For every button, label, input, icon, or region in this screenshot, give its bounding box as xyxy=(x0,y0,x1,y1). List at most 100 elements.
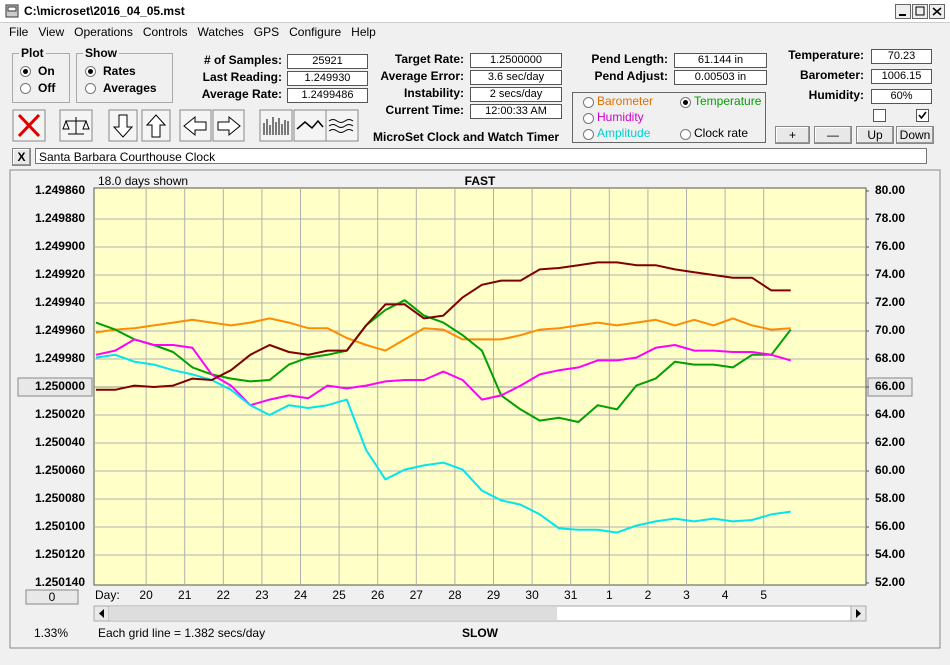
plot-group-option[interactable]: Off xyxy=(38,81,56,95)
series-radio[interactable] xyxy=(583,113,594,124)
y-tick-label: 1.249960 xyxy=(35,323,85,337)
x-tick-label: 20 xyxy=(139,588,153,602)
y2-tick-label: 80.00 xyxy=(875,183,905,197)
center-rate-button[interactable] xyxy=(17,377,93,397)
x-tick-label: 27 xyxy=(410,588,424,602)
readout-value[interactable]: 3.6 sec/day xyxy=(470,70,562,85)
readout-value[interactable]: 25921 xyxy=(287,54,368,69)
bottom-label: SLOW xyxy=(462,626,499,640)
menu-item[interactable]: File xyxy=(9,25,29,39)
menu-item[interactable]: Help xyxy=(351,25,376,39)
show-group xyxy=(76,53,173,103)
legend-label[interactable]: Clock rate xyxy=(694,126,749,140)
y-tick-label: 1.250040 xyxy=(35,435,85,449)
wave-button[interactable] xyxy=(325,109,359,142)
scroll-thumb[interactable] xyxy=(109,607,557,620)
series-radio[interactable] xyxy=(680,129,691,140)
x-tick-label: 23 xyxy=(255,588,269,602)
x-tick-label: 21 xyxy=(178,588,192,602)
menu-item[interactable]: Controls xyxy=(142,25,188,39)
y2-tick-label: 78.00 xyxy=(875,211,905,225)
adjust-button[interactable]: Up xyxy=(856,126,894,144)
close-clock-button[interactable]: X xyxy=(12,148,31,166)
stop-button[interactable] xyxy=(12,109,46,142)
checkbox[interactable] xyxy=(873,109,886,122)
y2-tick-label: 66.00 xyxy=(875,379,905,393)
right-button[interactable] xyxy=(212,109,245,142)
menu-item[interactable]: GPS xyxy=(253,25,280,39)
readout-value[interactable]: 61.144 in xyxy=(674,53,767,68)
x-tick-label: 31 xyxy=(564,588,578,602)
series-selector xyxy=(572,92,766,143)
down-button[interactable] xyxy=(108,109,138,142)
balance-button[interactable] xyxy=(59,109,93,142)
adjust-button[interactable]: Down xyxy=(896,126,934,144)
readout-value[interactable]: 60% xyxy=(871,89,932,104)
status: 1.33% xyxy=(34,626,68,640)
menu-item[interactable]: Configure xyxy=(289,25,342,39)
readout-value[interactable]: 70.23 xyxy=(871,49,932,64)
series-radio[interactable] xyxy=(680,97,691,108)
y-tick-label: 1.250000 xyxy=(35,379,85,393)
toolbar xyxy=(12,109,359,142)
x-tick-label: 28 xyxy=(448,588,462,602)
y-tick-label: 1.249860 xyxy=(35,183,85,197)
readout-value[interactable]: 1.249930 xyxy=(287,71,368,86)
adjust-button[interactable]: — xyxy=(814,126,852,144)
readout-value[interactable]: 0.00503 in xyxy=(674,70,767,85)
plot-group-radio[interactable] xyxy=(20,66,31,77)
y2-tick-label: 54.00 xyxy=(875,547,905,561)
y-tick-label: 1.249880 xyxy=(35,211,85,225)
x-tick-label: 1 xyxy=(606,588,613,602)
legend-label[interactable]: Barometer xyxy=(597,94,654,108)
x-tick-label: 29 xyxy=(487,588,501,602)
window-controls[interactable] xyxy=(895,4,947,20)
legend-label[interactable]: Amplitude xyxy=(597,126,651,140)
chart-title: FAST xyxy=(465,174,496,188)
show-group-option[interactable]: Rates xyxy=(103,64,136,78)
clock-name[interactable]: Santa Barbara Courthouse Clock xyxy=(35,148,927,164)
scroll-button[interactable] xyxy=(25,589,79,605)
up-button[interactable] xyxy=(141,109,171,142)
y-tick-label: 1.250080 xyxy=(35,491,85,505)
series-line xyxy=(95,338,791,407)
menu-item[interactable]: Watches xyxy=(197,25,244,39)
show-group-radio[interactable] xyxy=(85,66,96,77)
x-tick-label: 25 xyxy=(332,588,346,602)
readout-label: Temperature: xyxy=(788,48,864,62)
y2-tick-label: 76.00 xyxy=(875,239,905,253)
readout-value[interactable]: 2 secs/day xyxy=(470,87,562,102)
days-shown: 18.0 days shown xyxy=(98,174,188,188)
scroll-button-label[interactable]: 0 xyxy=(49,590,56,604)
x-axis-label: Day: xyxy=(95,588,120,602)
checkbox-checked[interactable] xyxy=(916,109,929,122)
readout-label: Average Error: xyxy=(380,69,464,83)
adjust-button[interactable]: + xyxy=(775,126,810,144)
show-group-radio[interactable] xyxy=(85,83,96,94)
readout-value[interactable]: 1006.15 xyxy=(871,69,932,84)
y-tick-label: 1.250100 xyxy=(35,519,85,533)
legend-label[interactable]: Humidity xyxy=(597,110,644,124)
histogram-button[interactable] xyxy=(259,109,293,142)
legend-label[interactable]: Temperature xyxy=(694,94,762,108)
plot-group-radio[interactable] xyxy=(20,83,31,94)
y2-tick-label: 68.00 xyxy=(875,351,905,365)
readout-value[interactable]: 12:00:33 AM xyxy=(470,104,562,119)
readout-label: Pend Length: xyxy=(591,52,668,66)
x-tick-label: 5 xyxy=(760,588,767,602)
series-radio[interactable] xyxy=(583,97,594,108)
x-tick-label: 4 xyxy=(722,588,729,602)
readout-value[interactable]: 1.2500000 xyxy=(470,53,562,68)
series-radio[interactable] xyxy=(583,129,594,140)
readout-value[interactable]: 1.2499486 xyxy=(287,88,368,103)
menu-bar: File View Operations Controls Watches GPS Conf… xyxy=(4,25,381,39)
menu-item[interactable]: Operations xyxy=(74,25,133,39)
y2-tick-label: 70.00 xyxy=(875,323,905,337)
menu-item[interactable]: View xyxy=(38,25,65,39)
left-button[interactable] xyxy=(179,109,212,142)
plot-group-option[interactable]: On xyxy=(38,64,55,78)
readout-label: Barometer: xyxy=(799,68,864,82)
show-group-option[interactable]: Averages xyxy=(103,81,157,95)
line-button[interactable] xyxy=(293,109,327,142)
